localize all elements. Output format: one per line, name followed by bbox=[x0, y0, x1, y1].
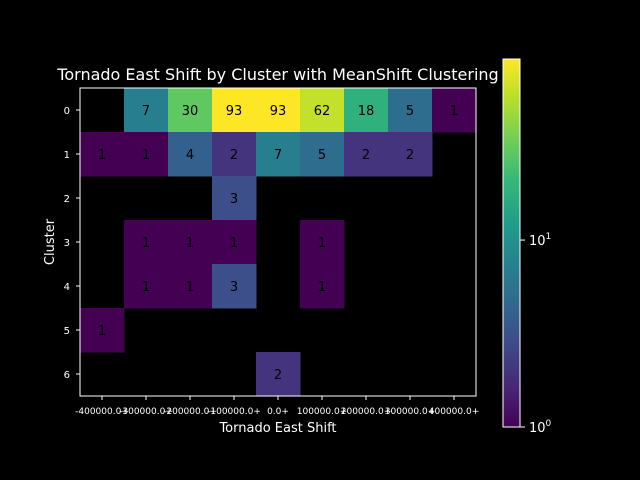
cell-value-label: 7 bbox=[142, 104, 150, 119]
heatmap-cell bbox=[212, 132, 257, 177]
x-tick-label: -200000.0+ bbox=[163, 407, 217, 417]
cell-value-label: 2 bbox=[406, 148, 414, 163]
chart-title: Tornado East Shift by Cluster with MeanS… bbox=[56, 65, 498, 84]
heatmap-cells: 7 30 93 93 62 18 5 1 1 1 4 2 7 5 2 2 3 1 1 1 1 1 1 3 1 1 2 bbox=[80, 88, 477, 397]
cell-value-label: 18 bbox=[358, 104, 375, 119]
heatmap-cell bbox=[388, 88, 433, 133]
x-tick-label: -300000.0+ bbox=[119, 407, 173, 417]
heatmap-cell bbox=[168, 220, 213, 265]
cell-value-label: 93 bbox=[226, 104, 243, 119]
cell-value-label: 1 bbox=[98, 324, 106, 339]
cell-value-label: 1 bbox=[450, 104, 458, 119]
heatmap-cell bbox=[212, 220, 257, 265]
x-tick-label: 300000.0+ bbox=[385, 407, 435, 417]
heatmap-cell bbox=[212, 88, 257, 133]
cell-value-label: 5 bbox=[406, 104, 414, 119]
cell-value-label: 1 bbox=[142, 280, 150, 295]
cell-value-label: 30 bbox=[182, 104, 199, 119]
heatmap-cell bbox=[256, 132, 301, 177]
cell-value-label: 62 bbox=[314, 104, 331, 119]
colorbar-ticks: 100 101 bbox=[520, 232, 552, 436]
colorbar-tick-label: 100 bbox=[529, 419, 552, 436]
heatmap-cell bbox=[300, 132, 345, 177]
cell-value-label: 2 bbox=[274, 368, 282, 383]
heatmap-cell bbox=[300, 88, 345, 133]
cell-value-label: 2 bbox=[362, 148, 370, 163]
cell-value-label: 7 bbox=[274, 148, 282, 163]
y-tick-label: 0 bbox=[64, 106, 70, 117]
heatmap-cell bbox=[168, 264, 213, 309]
x-tick-label: 100000.0+ bbox=[297, 407, 347, 417]
x-axis-label: Tornado East Shift bbox=[218, 421, 336, 436]
y-tick-label: 6 bbox=[64, 370, 70, 381]
cell-value-label: 4 bbox=[186, 148, 194, 163]
heatmap-cell bbox=[212, 176, 257, 221]
heatmap-cell bbox=[344, 132, 389, 177]
cell-value-label: 2 bbox=[230, 148, 238, 163]
y-tick-label: 2 bbox=[64, 194, 70, 205]
cell-value-label: 1 bbox=[186, 280, 194, 295]
cell-value-label: 1 bbox=[142, 236, 150, 251]
x-axis-ticks: -400000.0+-300000.0+-200000.0+-100000.0+… bbox=[75, 396, 479, 417]
y-tick-label: 5 bbox=[64, 326, 70, 337]
colorbar bbox=[502, 58, 521, 428]
heatmap-cell bbox=[124, 220, 169, 265]
y-tick-label: 4 bbox=[64, 282, 70, 293]
heatmap-cell bbox=[300, 220, 345, 265]
cell-value-label: 93 bbox=[270, 104, 287, 119]
x-tick-label: 0.0+ bbox=[267, 407, 289, 417]
heatmap-cell bbox=[80, 132, 125, 177]
x-tick-label: -100000.0+ bbox=[207, 407, 261, 417]
colorbar-tick-label: 101 bbox=[529, 232, 551, 249]
heatmap-cell bbox=[124, 88, 169, 133]
heatmap-cell bbox=[124, 264, 169, 309]
cell-value-label: 3 bbox=[230, 280, 238, 295]
heatmap-cell bbox=[256, 88, 301, 133]
x-tick-label: 200000.0+ bbox=[341, 407, 391, 417]
cell-value-label: 1 bbox=[230, 236, 238, 251]
cell-value-label: 3 bbox=[230, 192, 238, 207]
heatmap-cell bbox=[432, 88, 477, 133]
cell-value-label: 1 bbox=[98, 148, 106, 163]
cell-value-label: 1 bbox=[142, 148, 150, 163]
heatmap-cell bbox=[212, 264, 257, 309]
heatmap-cell bbox=[124, 132, 169, 177]
heatmap-cell bbox=[344, 88, 389, 133]
heatmap-cell bbox=[80, 308, 125, 353]
y-axis-ticks: 0 1 2 3 4 5 6 bbox=[64, 106, 80, 381]
y-axis-label: Cluster bbox=[43, 218, 58, 265]
heatmap-cell bbox=[256, 352, 301, 397]
cell-value-label: 1 bbox=[318, 280, 326, 295]
x-tick-label: -400000.0+ bbox=[75, 407, 129, 417]
cell-value-label: 1 bbox=[318, 236, 326, 251]
heatmap-cell bbox=[300, 264, 345, 309]
y-tick-label: 3 bbox=[64, 238, 70, 249]
heatmap-cell bbox=[388, 132, 433, 177]
cell-value-label: 1 bbox=[186, 236, 194, 251]
heatmap-cell bbox=[168, 88, 213, 133]
x-tick-label: 400000.0+ bbox=[429, 407, 479, 417]
heatmap-cell bbox=[168, 132, 213, 177]
y-tick-label: 1 bbox=[64, 150, 70, 161]
cell-value-label: 5 bbox=[318, 148, 326, 163]
